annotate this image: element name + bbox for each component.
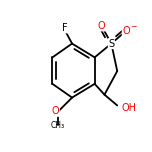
Text: O: O — [122, 26, 130, 36]
Text: O: O — [98, 21, 105, 31]
Text: OH: OH — [121, 103, 136, 113]
Text: CH₃: CH₃ — [50, 121, 64, 130]
Text: −: − — [130, 22, 136, 31]
Text: F: F — [62, 23, 68, 33]
Text: S: S — [108, 39, 114, 49]
Text: O: O — [52, 106, 59, 116]
